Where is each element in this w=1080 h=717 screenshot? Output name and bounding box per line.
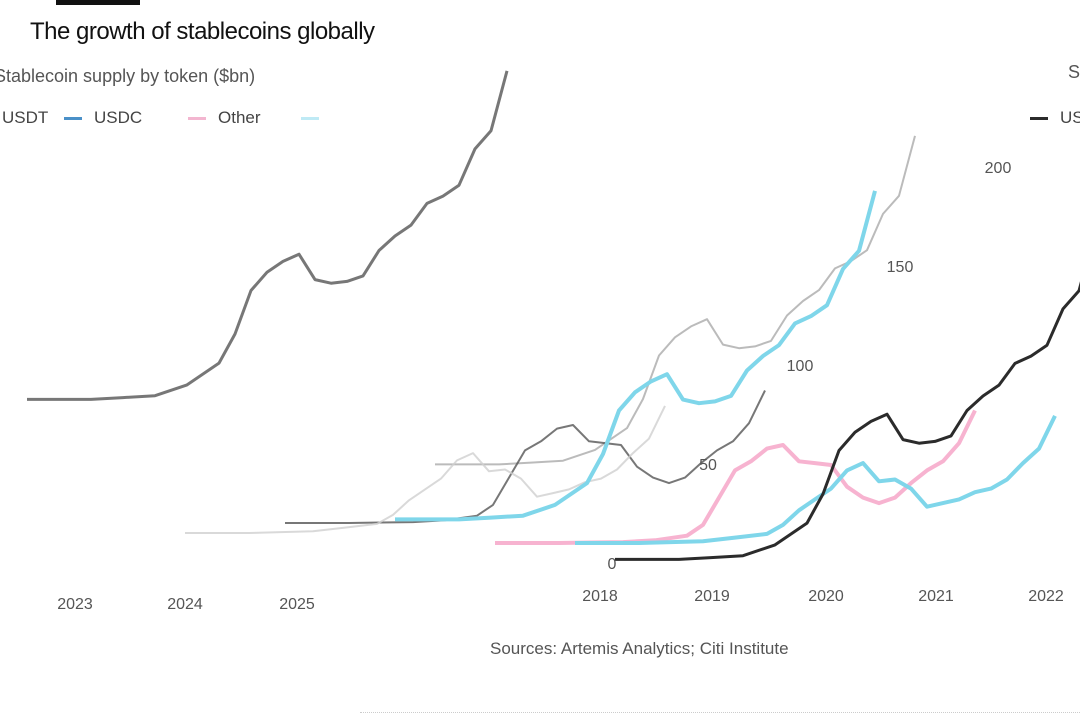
chart-title: The growth of stablecoins globally bbox=[30, 18, 375, 45]
y-tick-label: 50 bbox=[699, 457, 717, 474]
ghost-x-tick-label: 2023 bbox=[57, 596, 93, 613]
chart-legend: USDT USDC Other USDT bbox=[0, 108, 1080, 138]
legend-swatch-extra bbox=[300, 116, 319, 120]
legend-label-usdt-echo: USDT bbox=[1060, 108, 1080, 127]
x-tick-label: 2020 bbox=[808, 588, 844, 605]
ghost-x-tick-label: 2024 bbox=[167, 596, 203, 613]
x-tick-label: 2022 bbox=[1028, 588, 1064, 605]
legend-entry-other: Other bbox=[188, 108, 331, 128]
legend-swatch-usdt bbox=[1030, 116, 1048, 120]
legend-entry-usdc: USDC bbox=[64, 108, 142, 128]
x-tick-label: 2021 bbox=[918, 588, 954, 605]
legend-entry-usdt: USDT bbox=[2, 108, 48, 128]
legend-swatch-usdc bbox=[64, 116, 82, 120]
legend-entry-usdt-echo: USDT bbox=[1030, 108, 1080, 128]
x-tick-label: 2019 bbox=[694, 588, 730, 605]
sources-note: Sources: Artemis Analytics; Citi Institu… bbox=[490, 639, 789, 658]
legend-label-other: Other bbox=[218, 108, 261, 127]
y-axis-labels: 0 50 100 150 200 bbox=[608, 160, 1012, 573]
y-tick-label: 200 bbox=[985, 160, 1012, 177]
series-line-usdt bbox=[615, 281, 1080, 561]
x-axis-labels: 2018 2019 2020 2021 2022 bbox=[582, 588, 1064, 605]
ghost-line-usdt-b bbox=[435, 135, 916, 466]
series-line-usdt-light bbox=[395, 190, 877, 522]
series-line-other bbox=[495, 409, 977, 545]
x-tick-label: 2018 bbox=[582, 588, 618, 605]
y-tick-label: 0 bbox=[608, 556, 617, 573]
footer-divider bbox=[360, 712, 1080, 713]
legend-swatch-other bbox=[188, 116, 206, 120]
chart-subtitle: Stablecoin supply by token ($bn) bbox=[0, 66, 256, 86]
ghost-line-usdt-a bbox=[27, 70, 509, 401]
ghost-line-usdc bbox=[285, 390, 766, 524]
y-tick-label: 100 bbox=[787, 358, 814, 375]
y-tick-label: 150 bbox=[887, 259, 914, 276]
series-lines bbox=[395, 190, 1080, 561]
title-accent-bar bbox=[56, 0, 140, 5]
chart-subtitle-echo: S bbox=[1068, 62, 1080, 82]
ghost-x-axis-labels: 2023 2024 2025 bbox=[57, 596, 315, 613]
legend-label-usdt: USDT bbox=[2, 108, 49, 127]
ghost-lines bbox=[27, 70, 916, 534]
legend-label-usdc: USDC bbox=[94, 108, 143, 127]
ghost-x-tick-label: 2025 bbox=[279, 596, 315, 613]
series-line-usdc bbox=[575, 415, 1057, 545]
ghost-line-other bbox=[185, 405, 666, 534]
